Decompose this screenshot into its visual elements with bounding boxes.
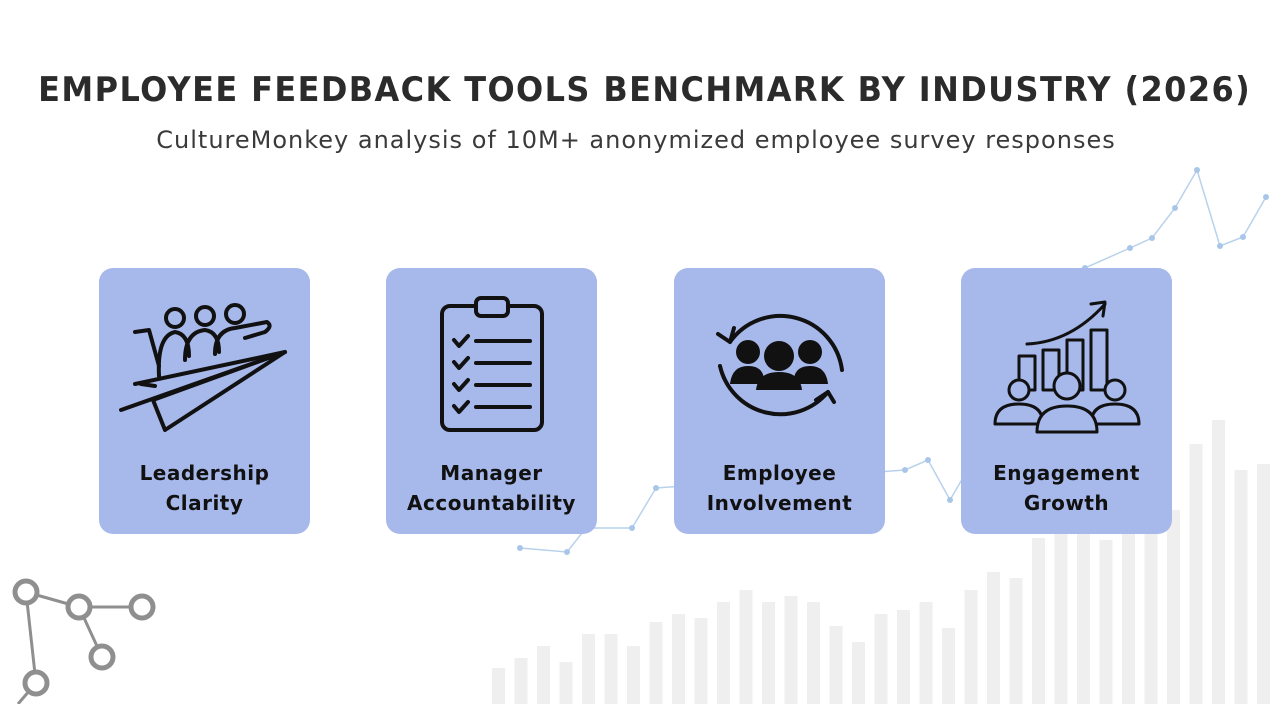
decorative-bar xyxy=(582,634,595,704)
decorative-bar xyxy=(964,590,978,704)
decorative-dot xyxy=(925,457,931,463)
card-employee-involvement: Employee Involvement xyxy=(674,268,885,534)
decorative-dot xyxy=(629,525,635,531)
decorative-bar xyxy=(1122,528,1135,704)
decorative-bar xyxy=(1189,444,1203,704)
decorative-bar xyxy=(897,610,910,704)
card-label-line2: Growth xyxy=(1023,491,1110,515)
decorative-dot xyxy=(517,545,523,551)
decorative-bar xyxy=(1009,578,1023,704)
decorative-bar xyxy=(807,602,820,704)
team-cycle-icon xyxy=(694,296,865,436)
decorative-bar xyxy=(672,614,685,704)
decorative-bar xyxy=(919,602,933,704)
growth-chart-people-icon xyxy=(981,296,1152,436)
decorative-dot xyxy=(1172,205,1178,211)
card-label-line1: Leadership xyxy=(139,461,270,485)
decorative-bar xyxy=(987,572,1000,704)
card-label-line1: Engagement xyxy=(993,461,1140,485)
decorative-bar xyxy=(829,626,843,704)
decorative-bar xyxy=(717,602,730,704)
decorative-dot xyxy=(1149,235,1155,241)
decorative-dot xyxy=(1217,243,1223,249)
decorative-bar xyxy=(1099,540,1113,704)
decorative-bar xyxy=(559,662,573,704)
card-engagement-growth: Engagement Growth xyxy=(961,268,1172,534)
leadership-paper-plane-icon xyxy=(119,296,290,436)
decorative-dot xyxy=(1263,194,1269,200)
decorative-bar xyxy=(649,622,663,704)
decorative-bar xyxy=(784,596,798,704)
decorative-bar xyxy=(1054,528,1068,704)
card-label-line2: Accountability xyxy=(407,491,576,515)
card-manager-accountability: Manager Accountability xyxy=(386,268,597,534)
decorative-dot xyxy=(1194,167,1200,173)
decorative-dot xyxy=(1127,245,1133,251)
decorative-dot xyxy=(902,467,908,473)
decorative-bar xyxy=(762,602,775,704)
decorative-bar xyxy=(514,658,528,704)
decorative-bar xyxy=(1144,520,1158,704)
decorative-bar xyxy=(1077,528,1090,704)
decorative-bar xyxy=(852,642,865,704)
clipboard-checklist-icon xyxy=(406,296,577,436)
decorative-bar xyxy=(874,614,888,704)
card-leadership-clarity: Leadership Clarity xyxy=(99,268,310,534)
decorative-bar xyxy=(739,590,753,704)
card-label-line1: Manager xyxy=(440,461,543,485)
decorative-node-network xyxy=(12,578,156,704)
decorative-bar xyxy=(694,618,708,704)
decorative-bar xyxy=(1257,464,1270,704)
decorative-bar xyxy=(537,646,550,704)
decorative-dot xyxy=(653,485,659,491)
decorative-bar xyxy=(604,634,618,704)
decorative-bar xyxy=(1212,420,1225,704)
decorative-bar xyxy=(1167,510,1180,704)
decorative-dot xyxy=(564,549,570,555)
decorative-dot xyxy=(947,497,953,503)
page-title: EMPLOYEE FEEDBACK TOOLS BENCHMARK BY IND… xyxy=(38,70,1252,110)
decorative-bar xyxy=(1234,470,1248,704)
decorative-bar xyxy=(942,628,955,704)
decorative-bar xyxy=(492,668,505,704)
card-label-line2: Involvement xyxy=(706,491,853,515)
card-label-line2: Clarity xyxy=(165,491,244,515)
decorative-bar xyxy=(627,646,640,704)
decorative-bar xyxy=(1032,538,1045,704)
decorative-dot xyxy=(1240,234,1246,240)
decorative-bar-chart xyxy=(492,420,1270,704)
page-subtitle: CultureMonkey analysis of 10M+ anonymize… xyxy=(156,126,1116,154)
card-label-line1: Employee xyxy=(722,461,837,485)
